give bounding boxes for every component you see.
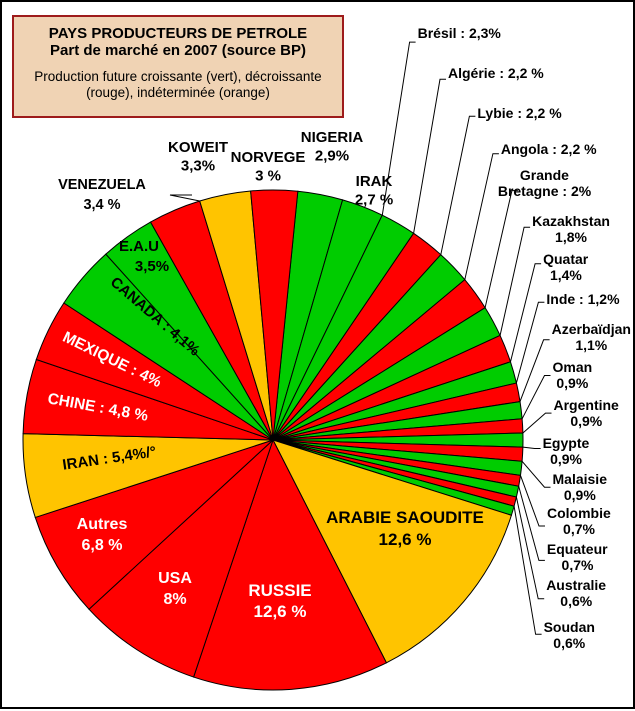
svg-text:1,8%: 1,8% bbox=[555, 229, 587, 245]
svg-text:3,5%: 3,5% bbox=[135, 258, 169, 275]
svg-text:1,1%: 1,1% bbox=[575, 337, 607, 353]
svg-text:8%: 8% bbox=[163, 591, 186, 608]
svg-text:12,6 %: 12,6 % bbox=[254, 602, 307, 621]
svg-text:NIGERIA: NIGERIA bbox=[301, 129, 364, 146]
svg-text:ARABIE SAOUDITE: ARABIE SAOUDITE bbox=[326, 508, 484, 527]
svg-text:6,8 %: 6,8 % bbox=[82, 537, 123, 554]
svg-text:KOWEIT: KOWEIT bbox=[168, 139, 228, 156]
svg-text:12,6 %: 12,6 % bbox=[379, 530, 432, 549]
svg-text:RUSSIE: RUSSIE bbox=[248, 581, 311, 600]
svg-text:Australie: Australie bbox=[546, 577, 606, 593]
svg-text:2,7 %: 2,7 % bbox=[355, 192, 393, 209]
svg-text:0,9%: 0,9% bbox=[550, 451, 582, 467]
svg-text:Angola : 2,2 %: Angola : 2,2 % bbox=[501, 141, 597, 157]
svg-text:3,4 %: 3,4 % bbox=[83, 197, 120, 213]
svg-text:VENEZUELA: VENEZUELA bbox=[58, 177, 146, 193]
svg-text:3,3%: 3,3% bbox=[181, 158, 215, 175]
svg-text:Grande: Grande bbox=[520, 167, 569, 183]
svg-text:USA: USA bbox=[158, 570, 192, 587]
svg-text:Soudan: Soudan bbox=[544, 619, 595, 635]
svg-text:1,4%: 1,4% bbox=[550, 267, 582, 283]
svg-text:Equateur: Equateur bbox=[547, 541, 608, 557]
svg-text:0,7%: 0,7% bbox=[563, 521, 595, 537]
svg-text:0,6%: 0,6% bbox=[560, 593, 592, 609]
svg-text:Colombie: Colombie bbox=[547, 505, 611, 521]
svg-text:Oman: Oman bbox=[553, 359, 593, 375]
svg-text:0,6%: 0,6% bbox=[553, 635, 585, 651]
svg-text:Quatar: Quatar bbox=[543, 251, 589, 267]
svg-text:Egypte: Egypte bbox=[543, 435, 590, 451]
svg-text:Malaisie: Malaisie bbox=[553, 471, 608, 487]
svg-text:Azerbaïdjan: Azerbaïdjan bbox=[552, 321, 631, 337]
svg-text:2,9%: 2,9% bbox=[315, 148, 349, 165]
svg-text:Autres: Autres bbox=[77, 516, 128, 533]
svg-text:Inde : 1,2%: Inde : 1,2% bbox=[546, 291, 620, 307]
svg-text:Brésil : 2,3%: Brésil : 2,3% bbox=[418, 25, 502, 41]
svg-text:Argentine: Argentine bbox=[554, 397, 620, 413]
svg-text:0,9%: 0,9% bbox=[556, 375, 588, 391]
svg-text:Lybie : 2,2 %: Lybie : 2,2 % bbox=[477, 105, 562, 121]
svg-text:NORVEGE: NORVEGE bbox=[231, 149, 306, 166]
svg-text:Bretagne : 2%: Bretagne : 2% bbox=[498, 183, 592, 199]
svg-text:0,9%: 0,9% bbox=[564, 487, 596, 503]
svg-text:0,9%: 0,9% bbox=[570, 413, 602, 429]
svg-text:3 %: 3 % bbox=[255, 168, 281, 185]
svg-text:E.A.U: E.A.U bbox=[119, 238, 159, 255]
svg-text:Kazakhstan: Kazakhstan bbox=[532, 213, 610, 229]
svg-text:0,7%: 0,7% bbox=[562, 557, 594, 573]
svg-text:Algérie : 2,2 %: Algérie : 2,2 % bbox=[448, 65, 544, 81]
